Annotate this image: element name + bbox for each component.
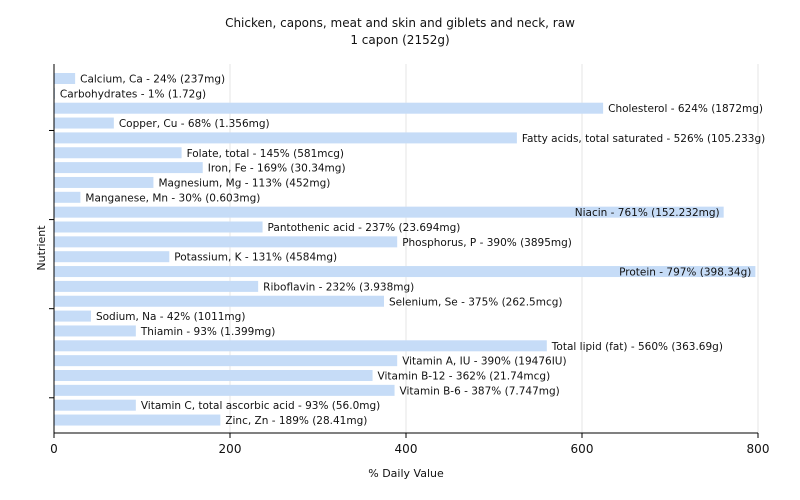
bar: [54, 221, 263, 233]
bar: [54, 162, 203, 174]
bar-label: Folate, total - 145% (581mcg): [187, 148, 344, 160]
bar: [54, 251, 170, 263]
bar-label: Total lipid (fat) - 560% (363.69g): [551, 341, 723, 353]
bar-label: Sodium, Na - 42% (1011mg): [96, 311, 245, 323]
bar: [54, 414, 221, 426]
bar: [54, 236, 398, 248]
bar-label: Fatty acids, total saturated - 526% (105…: [522, 133, 765, 145]
x-tick-label: 0: [50, 442, 58, 456]
bar-labels: Calcium, Ca - 24% (237mg) Carbohydrates -…: [60, 74, 765, 428]
bar-label: Vitamin B-12 - 362% (21.74mcg): [378, 371, 551, 383]
bar-label: Cholesterol - 624% (1872mg): [608, 103, 763, 115]
bar-label: Copper, Cu - 68% (1.356mg): [119, 118, 270, 130]
bar-label: Protein - 797% (398.34g): [619, 267, 751, 279]
bar-label: Vitamin A, IU - 390% (19476IU): [402, 356, 566, 368]
bar: [54, 370, 373, 381]
chart-subtitle: 1 capon (2152g): [350, 33, 449, 47]
bar: [54, 325, 136, 337]
bar: [54, 117, 114, 129]
bar: [54, 355, 398, 367]
bar-label: Selenium, Se - 375% (262.5mcg): [389, 296, 563, 308]
bar: [54, 176, 154, 188]
x-tick-label: 400: [395, 442, 418, 456]
bar-label: Niacin - 761% (152.232mg): [575, 207, 720, 219]
bar: [54, 266, 756, 278]
x-tick-label: 600: [571, 442, 594, 456]
bar: [54, 340, 547, 352]
x-tick-label: 200: [219, 442, 242, 456]
bar: [54, 147, 182, 159]
tick-labels: 0 200 400 600 800: [50, 433, 769, 456]
bar-label: Carbohydrates - 1% (1.72g): [60, 88, 206, 100]
y-axis-label: Nutrient: [35, 225, 48, 271]
x-tick-label: 800: [747, 442, 770, 456]
chart-title: Chicken, capons, meat and skin and gible…: [225, 16, 575, 30]
bar-label: Vitamin C, total ascorbic acid - 93% (56…: [141, 400, 380, 412]
bar: [54, 191, 81, 203]
bar-label: Magnesium, Mg - 113% (452mg): [158, 177, 330, 189]
bar: [54, 384, 395, 396]
bar: [54, 295, 384, 307]
bars: [54, 73, 756, 426]
x-axis-label: % Daily Value: [368, 467, 444, 480]
bar: [54, 132, 517, 144]
bar-label: Potassium, K - 131% (4584mg): [174, 252, 337, 264]
bar: [54, 399, 136, 411]
bar-label: Thiamin - 93% (1.399mg): [140, 326, 276, 338]
bar-label: Phosphorus, P - 390% (3895mg): [402, 237, 572, 249]
bar-label: Manganese, Mn - 30% (0.603mg): [85, 192, 260, 204]
bar: [54, 280, 259, 292]
bar-label: Pantothenic acid - 237% (23.694mg): [268, 222, 461, 234]
bar: [54, 206, 724, 218]
bar: [54, 310, 91, 322]
bar-label: Riboflavin - 232% (3.938mg): [263, 281, 414, 293]
bar-label: Zinc, Zn - 189% (28.41mg): [225, 415, 367, 427]
bar-label: Vitamin B-6 - 387% (7.747mg): [400, 385, 560, 397]
bar: [54, 73, 76, 84]
bar-label: Iron, Fe - 169% (30.34mg): [208, 163, 346, 175]
bar-label: Calcium, Ca - 24% (237mg): [80, 74, 225, 86]
bar: [54, 102, 604, 114]
